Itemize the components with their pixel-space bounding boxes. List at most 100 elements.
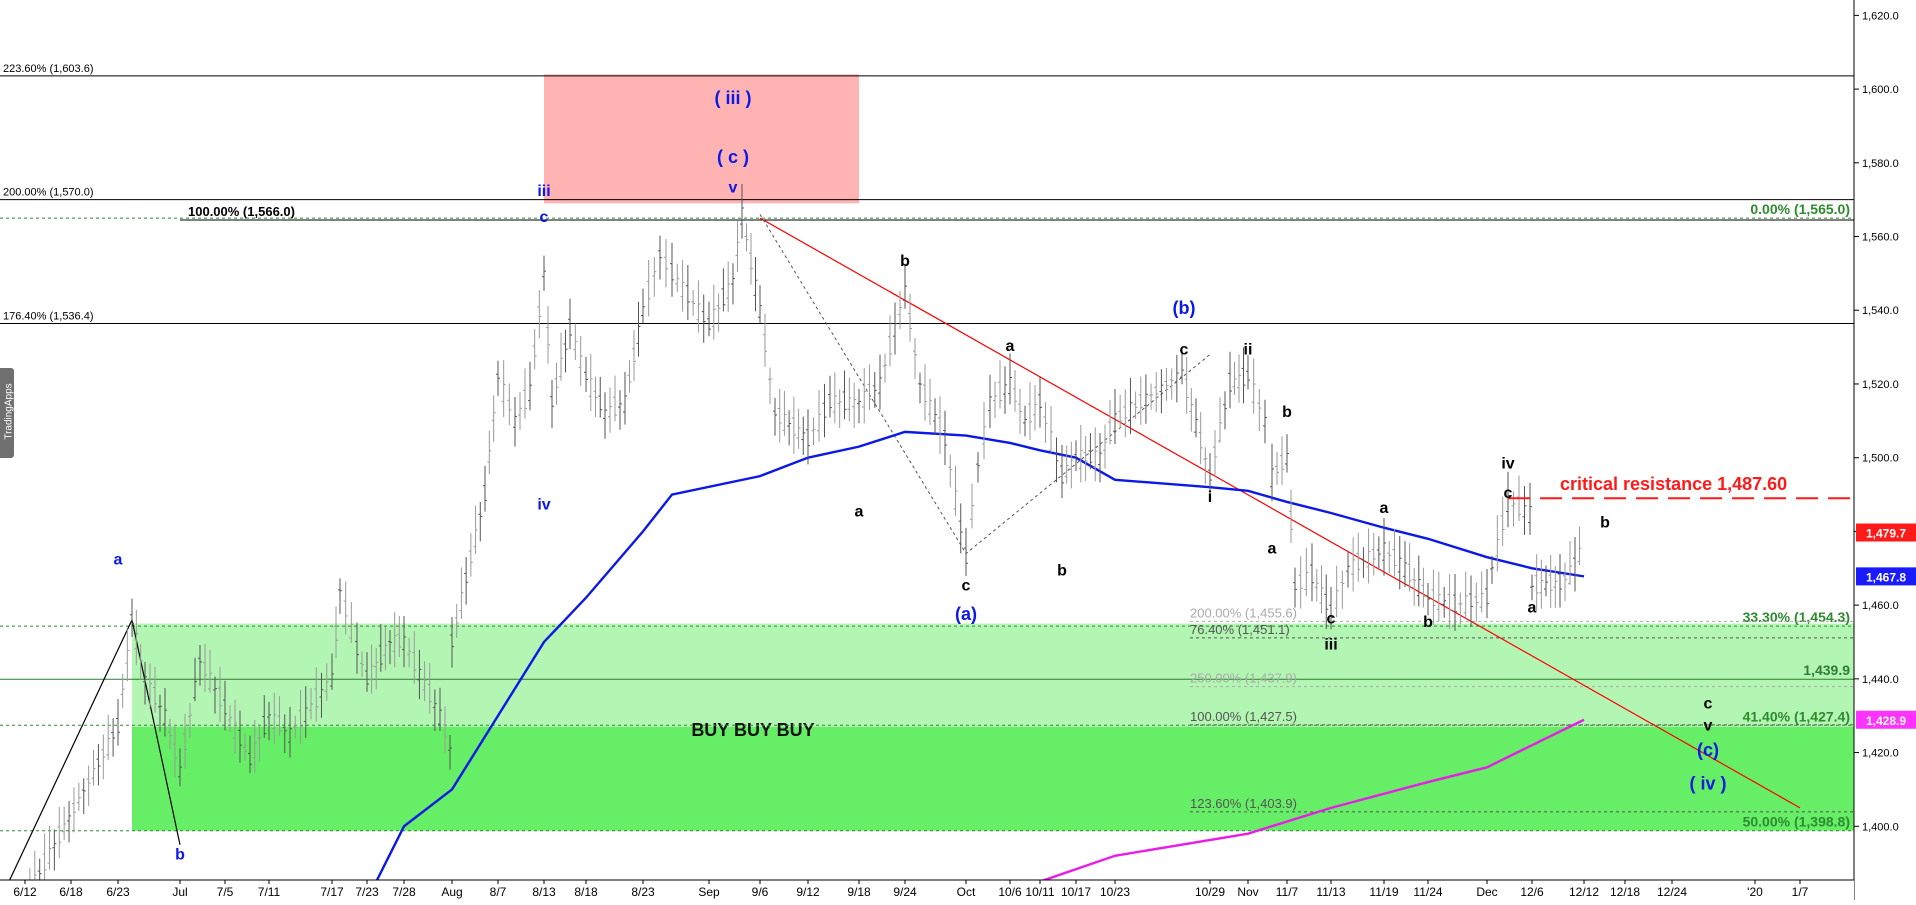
target-box <box>544 74 859 204</box>
x-tick-label: Jul <box>172 885 187 899</box>
x-tick-label: '20 <box>1747 885 1763 899</box>
trendline-0 <box>759 217 1801 809</box>
x-tick-label: 7/5 <box>217 885 234 899</box>
price-tag-label-1: 1,467.8 <box>1866 570 1906 584</box>
x-tick-label: 6/18 <box>59 885 83 899</box>
wave-label-30: (c) <box>1697 740 1719 760</box>
x-tick-label: 8/7 <box>490 885 507 899</box>
level-label-12: 100.00% (1,427.5) <box>1190 709 1297 724</box>
x-tick-label: 7/28 <box>392 885 416 899</box>
x-tick-label: 8/23 <box>631 885 655 899</box>
x-tick-label: 11/24 <box>1413 885 1442 899</box>
x-tick-label: 12/24 <box>1657 885 1687 899</box>
level-label-5: 33.30% (1,454.3) <box>1743 609 1850 625</box>
price-tag-1 <box>1856 567 1916 586</box>
level-label-0: 223.60% (1,603.6) <box>3 63 94 75</box>
wave-label-4: iv <box>537 496 550 513</box>
wave-label-22: a <box>1380 500 1389 517</box>
level-label-11: 250.00% (1,437.9) <box>1190 671 1297 686</box>
x-tick-label: 1/7 <box>1792 885 1809 899</box>
x-tick-label: 7/11 <box>258 885 281 899</box>
x-tick-label: 8/18 <box>574 885 598 899</box>
level-label-4: 0.00% (1,565.0) <box>1750 201 1850 217</box>
brand-label: TradingApps <box>3 383 15 440</box>
wave-label-5: ( iii ) <box>715 88 752 108</box>
x-tick-label: 9/12 <box>796 885 820 899</box>
x-tick-label: 6/23 <box>106 885 130 899</box>
level-label-9: 200.00% (1,455.6) <box>1190 605 1297 620</box>
y-tick-label: 1,540.0 <box>1862 305 1899 317</box>
wave-label-2: iii <box>537 183 550 200</box>
level-label-8: 50.00% (1,398.8) <box>1743 814 1850 830</box>
wave-label-29: v <box>1704 717 1713 734</box>
y-tick-label: 1,560.0 <box>1862 232 1899 244</box>
wave-label-31: ( iv ) <box>1689 773 1726 793</box>
wave-label-28: c <box>1704 695 1713 712</box>
green-zone <box>132 726 1854 831</box>
y-tick-label: 1,400.0 <box>1862 821 1899 833</box>
x-tick-label: 11/19 <box>1369 885 1398 899</box>
wave-label-11: (a) <box>955 604 977 624</box>
wave-label-0: a <box>114 552 123 569</box>
wave-label-18: b <box>1282 404 1292 421</box>
resistance-label: critical resistance 1,487.60 <box>1560 474 1787 494</box>
level-label-6: 1,439.9 <box>1803 662 1850 678</box>
wave-label-21: iii <box>1324 636 1337 653</box>
wave-label-16: ii <box>1244 341 1253 358</box>
x-tick-label: 9/24 <box>893 885 917 899</box>
x-tick-label: 9/18 <box>847 885 871 899</box>
y-tick-label: 1,620.0 <box>1862 10 1899 22</box>
wave-label-8: b <box>900 253 910 270</box>
wave-label-3: c <box>540 209 549 226</box>
wave-label-24: iv <box>1501 456 1514 473</box>
y-tick-label: 1,520.0 <box>1862 379 1899 391</box>
level-label-7: 41.40% (1,427.4) <box>1743 708 1850 724</box>
wave-label-14: (b) <box>1173 298 1196 318</box>
wave-label-7: v <box>729 179 738 196</box>
y-tick-label: 1,460.0 <box>1862 600 1899 612</box>
wave-label-19: a <box>1268 541 1277 558</box>
x-tick-label: Nov <box>1237 885 1258 899</box>
level-label-10: 76.40% (1,451.1) <box>1190 622 1290 637</box>
x-axis-panel <box>0 880 1854 900</box>
x-tick-label: 10/11 <box>1025 885 1054 899</box>
level-label-1: 200.00% (1,570.0) <box>3 187 94 199</box>
wave-label-10: c <box>962 577 971 594</box>
x-tick-label: 10/29 <box>1195 885 1225 899</box>
x-tick-label: Sep <box>698 885 720 899</box>
level-label-13: 123.60% (1,403.9) <box>1190 796 1297 811</box>
x-tick-label: Dec <box>1476 885 1497 899</box>
wave-label-15: c <box>1180 341 1189 358</box>
wave-label-9: a <box>855 504 864 521</box>
moving-average-0 <box>365 430 1585 901</box>
level-label-3: 176.40% (1,536.4) <box>3 311 94 323</box>
x-tick-label: 8/13 <box>532 885 556 899</box>
moving-average-1 <box>965 718 1585 902</box>
y-tick-label: 1,420.0 <box>1862 748 1899 760</box>
x-tick-label: 11/7 <box>1276 885 1299 899</box>
dotted-path-0 <box>759 214 1211 555</box>
x-tick-label: 10/17 <box>1061 885 1091 899</box>
wave-label-1: b <box>175 846 185 863</box>
y-tick-label: 1,600.0 <box>1862 84 1899 96</box>
x-tick-label: 9/6 <box>752 885 769 899</box>
x-tick-label: 7/17 <box>320 885 344 899</box>
wave-label-17: i <box>1208 489 1212 506</box>
wave-label-20: c <box>1327 611 1336 628</box>
brand-tab: TradingApps <box>0 368 15 458</box>
x-tick-label: Oct <box>957 885 976 899</box>
level-label-2: 100.00% (1,566.0) <box>188 204 295 219</box>
wave-label-23: b <box>1423 614 1433 631</box>
wave-label-27: b <box>1600 515 1610 532</box>
x-tick-label: 10/6 <box>998 885 1022 899</box>
x-tick-label: 12/18 <box>1610 885 1640 899</box>
x-tick-label: 12/12 <box>1569 885 1599 899</box>
y-axis-panel <box>1854 0 1916 900</box>
y-tick-label: 1,580.0 <box>1862 158 1899 170</box>
price-tag-2 <box>1856 710 1916 729</box>
y-tick-label: 1,500.0 <box>1862 453 1899 465</box>
price-tag-0 <box>1856 523 1916 542</box>
wave-label-12: a <box>1006 338 1015 355</box>
wave-label-13: b <box>1057 563 1067 580</box>
